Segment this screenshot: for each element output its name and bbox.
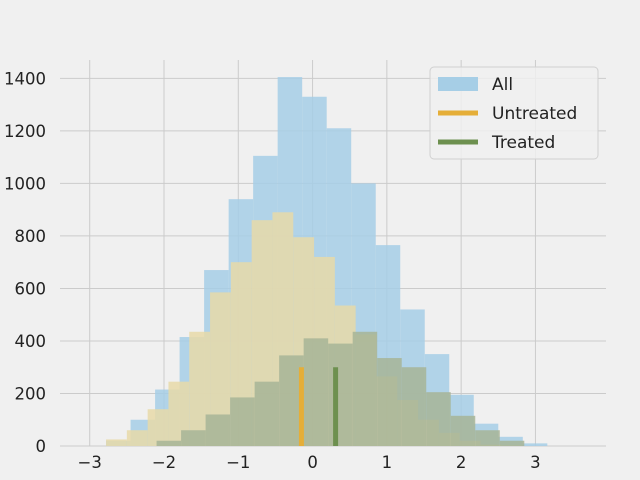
bar-treated: [328, 343, 353, 446]
bar-treated: [230, 397, 255, 446]
x-tick-label: 2: [456, 453, 467, 472]
bar-treated: [303, 338, 329, 446]
bar-treated: [156, 440, 182, 446]
legend-label-all: All: [492, 75, 513, 95]
bar-all: [522, 443, 548, 446]
bar-treated: [401, 367, 427, 446]
y-tick-label: 1400: [4, 69, 46, 88]
bar-untreated: [210, 292, 231, 446]
y-tick-label: 1200: [4, 122, 46, 141]
x-tick-label: −1: [226, 453, 250, 472]
mean-markers: [298, 367, 339, 446]
y-tick-label: 400: [15, 332, 47, 351]
x-tick-label: 0: [307, 453, 318, 472]
x-tick-label: 3: [530, 453, 541, 472]
legend: All Untreated Treated: [429, 66, 599, 160]
bar-untreated: [126, 430, 148, 446]
bar-treated: [475, 430, 500, 446]
bar-untreated: [147, 409, 169, 446]
bar-treated: [426, 392, 451, 446]
y-tick-label: 800: [15, 227, 47, 246]
bar-treated: [181, 430, 206, 446]
bar-untreated: [168, 381, 190, 446]
bar-treated: [254, 381, 280, 446]
bar-untreated: [189, 331, 211, 446]
y-tick-label: 1000: [4, 174, 46, 193]
bar-treated: [377, 358, 402, 446]
bar-treated: [205, 414, 231, 446]
legend-swatch-all: [438, 77, 478, 91]
y-tick-label: 600: [15, 279, 47, 298]
bar-treated: [499, 440, 525, 446]
legend-label-untreated: Untreated: [492, 104, 577, 124]
x-tick-label: −2: [152, 453, 176, 472]
y-tick-label: 0: [36, 437, 47, 456]
bar-untreated: [106, 439, 127, 446]
bar-treated: [450, 415, 476, 446]
tick-labels: −3 −2 −1 0 1 2 3 0 200 400 600 800 1000 1200 1400: [4, 69, 541, 472]
x-tick-label: −3: [78, 453, 102, 472]
bar-treated: [352, 331, 378, 446]
histogram-bars: [106, 77, 548, 447]
y-tick-label: 200: [15, 384, 47, 403]
x-tick-label: 1: [382, 453, 393, 472]
legend-label-treated: Treated: [491, 133, 555, 153]
